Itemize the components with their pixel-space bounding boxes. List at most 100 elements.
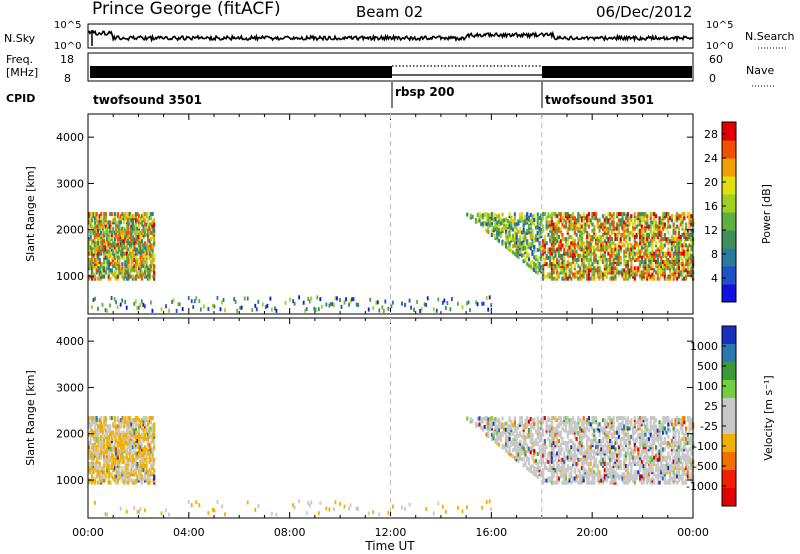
power-cell — [601, 222, 605, 227]
velocity-cell — [98, 426, 101, 431]
velocity-cell — [649, 459, 652, 464]
power-cell — [598, 276, 601, 281]
power-cell — [633, 276, 636, 281]
power-cell — [642, 264, 645, 269]
power-cell — [672, 228, 675, 233]
velocity-cell — [616, 430, 619, 435]
power-cell — [563, 255, 566, 260]
power-cell — [617, 241, 621, 246]
power-cell — [601, 260, 605, 264]
power-cell — [128, 241, 132, 246]
velocity-cell — [121, 447, 124, 452]
velocity-cell — [593, 418, 596, 423]
power-cell — [596, 268, 599, 273]
velocity-cell — [110, 474, 113, 479]
velocity-cell — [633, 461, 636, 466]
power-cell — [626, 243, 629, 248]
velocity-cell — [136, 422, 139, 427]
velocity-cell — [631, 436, 635, 441]
velocity-cell — [103, 434, 106, 439]
power-cell — [601, 247, 605, 252]
velocity-cell — [651, 468, 654, 473]
power-cell — [591, 251, 594, 256]
velocity-cell — [663, 472, 666, 477]
velocity-cell — [573, 434, 576, 439]
power-cell — [630, 251, 633, 256]
power-cell — [107, 239, 110, 244]
velocity-cell — [122, 424, 125, 429]
velocity-cell — [582, 430, 585, 435]
power-cell — [564, 237, 568, 242]
power-cell — [97, 253, 100, 258]
power-cell — [113, 237, 116, 242]
power-cell — [644, 245, 647, 250]
velocity-cell — [573, 428, 576, 433]
power-cell — [663, 274, 666, 279]
velocity-cell — [621, 420, 624, 425]
power-cell — [148, 226, 151, 231]
power-cell — [579, 226, 582, 231]
power-cell — [140, 270, 144, 275]
velocity-cell — [113, 459, 116, 464]
power-cell — [665, 257, 668, 262]
power-cell — [624, 214, 628, 219]
power-cell — [683, 212, 686, 217]
velocity-cell — [527, 461, 531, 466]
power-cell — [587, 276, 591, 281]
velocity-cell — [623, 436, 626, 441]
velocity-cell — [101, 447, 104, 452]
velocity-cell — [642, 436, 645, 441]
velocity-cell — [570, 466, 573, 471]
velocity-cell — [121, 478, 124, 483]
velocity-cell — [557, 464, 561, 468]
power-cell — [110, 245, 113, 250]
power-cell — [610, 272, 614, 277]
power-cell — [573, 241, 576, 246]
power-cell — [665, 255, 668, 260]
velocity-cell — [466, 416, 469, 421]
velocity-cell — [656, 434, 659, 439]
power-cell — [133, 241, 136, 246]
velocity-cell — [607, 455, 610, 460]
velocity-cell — [667, 445, 670, 450]
velocity-cell — [92, 436, 95, 441]
power-cell — [556, 274, 559, 279]
power-cell — [103, 212, 106, 217]
velocity-cell — [631, 453, 635, 458]
power-cell — [563, 276, 566, 281]
velocity-cell — [153, 476, 156, 481]
velocity-cell — [549, 430, 552, 435]
power-cell — [538, 266, 541, 271]
velocity-cell — [112, 453, 115, 458]
velocity-cell — [568, 449, 571, 454]
power-cell — [533, 263, 536, 268]
power-cell — [522, 232, 525, 237]
power-cell — [103, 247, 106, 252]
power-cell — [644, 266, 647, 271]
power-cell — [646, 274, 649, 279]
power-cell — [572, 274, 575, 279]
power-cell — [586, 230, 589, 235]
velocity-cell — [501, 445, 504, 450]
velocity-cell — [501, 431, 504, 436]
power-cell — [104, 218, 107, 223]
power-cell — [649, 241, 652, 246]
velocity-cell — [515, 438, 518, 443]
power-cell — [133, 230, 136, 235]
power-cell — [681, 212, 684, 217]
velocity-cell — [153, 434, 156, 439]
velocity-cell — [616, 459, 619, 464]
velocity-cell — [647, 461, 651, 466]
power-cell — [559, 255, 562, 260]
power-cell — [589, 235, 592, 239]
power-cell — [584, 270, 587, 275]
power-cell — [190, 299, 193, 304]
velocity-cell — [91, 476, 94, 481]
velocity-cell — [106, 470, 109, 475]
velocity-cell — [538, 430, 541, 435]
power-cell — [549, 272, 552, 277]
power-cell — [654, 214, 658, 219]
power-cell — [688, 270, 691, 275]
velocity-cell — [512, 423, 515, 428]
velocity-cell — [524, 425, 527, 430]
